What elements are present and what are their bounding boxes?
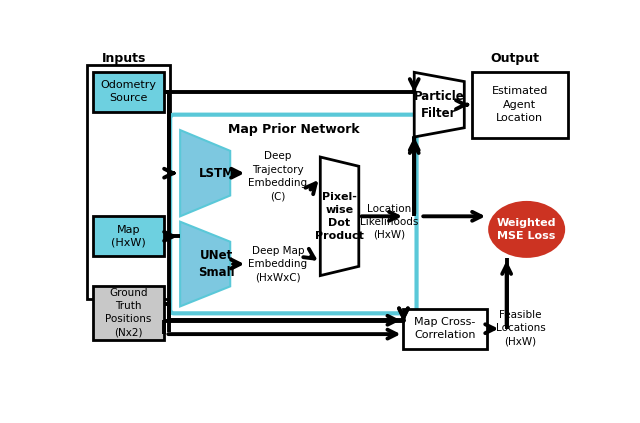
Ellipse shape [488,201,565,258]
Text: Particle
Filter: Particle Filter [413,90,464,120]
Text: Location
Likelihoods
(HxW): Location Likelihoods (HxW) [360,203,419,240]
Text: Estimated
Agent
Location: Estimated Agent Location [492,86,548,123]
Bar [93,71,164,112]
Text: Map Cross-
Correlation: Map Cross- Correlation [414,317,476,341]
Bar [87,65,170,299]
Text: Odometry
Source: Odometry Source [100,80,157,103]
Bar [93,286,164,340]
Text: Inputs: Inputs [102,52,146,65]
Polygon shape [320,157,359,276]
Text: Deep
Trajectory
Embedding
(C): Deep Trajectory Embedding (C) [248,151,307,201]
Text: Output: Output [491,52,540,65]
Text: Map Prior Network: Map Prior Network [228,123,359,136]
Text: Ground
Truth
Positions
(Nx2): Ground Truth Positions (Nx2) [106,288,152,338]
Polygon shape [414,72,464,137]
Text: LSTM: LSTM [198,167,234,180]
Polygon shape [180,130,230,216]
Text: UNet
Small: UNet Small [198,249,235,279]
Text: Deep Map
Embedding
(HxWxC): Deep Map Embedding (HxWxC) [248,246,307,282]
Bar [93,216,164,256]
Bar [472,72,568,138]
Polygon shape [180,222,230,306]
Bar [403,309,486,349]
FancyBboxPatch shape [170,115,417,313]
Text: Pixel-
wise
Dot
Product: Pixel- wise Dot Product [315,192,364,241]
Text: Weighted
MSE Loss: Weighted MSE Loss [497,218,556,241]
Text: Feasible
Locations
(HxW): Feasible Locations (HxW) [495,310,545,346]
Text: Map
(HxW): Map (HxW) [111,225,146,248]
